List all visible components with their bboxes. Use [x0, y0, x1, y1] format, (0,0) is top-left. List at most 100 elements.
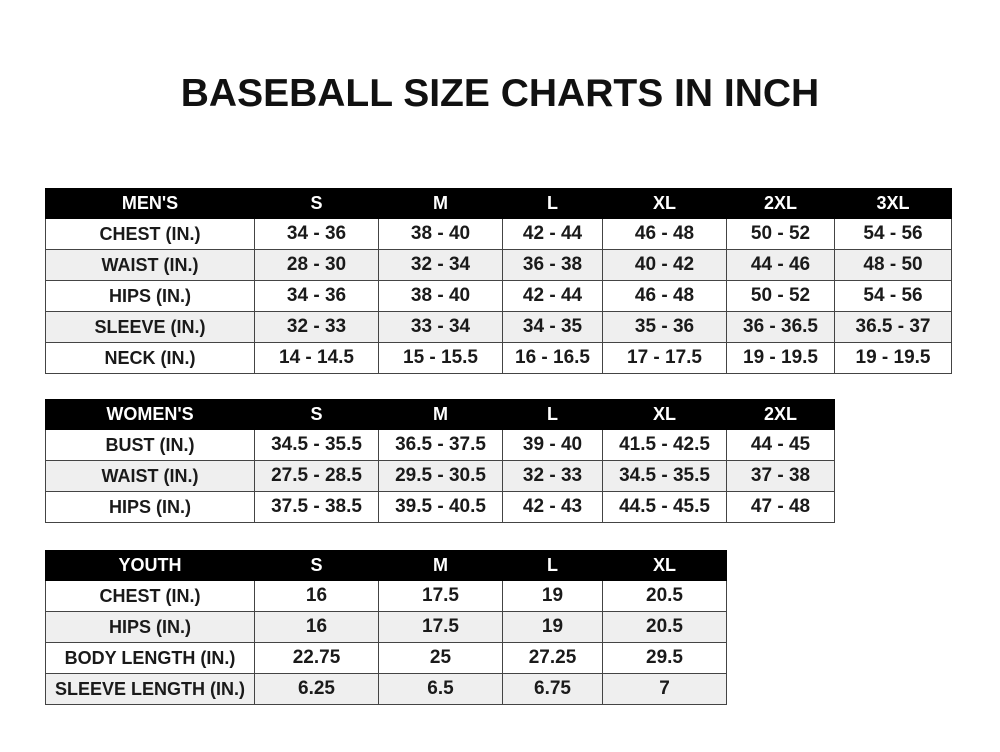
- size-value-cell: 32 - 33: [502, 460, 603, 492]
- size-value-cell: 22.75: [254, 642, 379, 674]
- table-row: HIPS (IN.) 34 - 36 38 - 40 42 - 44 46 - 48 50…: [45, 280, 952, 312]
- size-value-cell: 16: [254, 580, 379, 612]
- table-row: HIPS (IN.) 16 17.5 19 20.5: [45, 611, 727, 643]
- size-value-cell: 36 - 36.5: [726, 311, 835, 343]
- size-value-cell: 47 - 48: [726, 491, 835, 523]
- page-title: BASEBALL SIZE CHARTS IN INCH: [180, 72, 820, 115]
- size-column-header: L: [502, 550, 603, 581]
- table-category-header: YOUTH: [45, 550, 255, 581]
- size-value-cell: 34.5 - 35.5: [602, 460, 727, 492]
- size-value-cell: 41.5 - 42.5: [602, 429, 727, 461]
- size-value-cell: 44 - 46: [726, 249, 835, 281]
- size-value-cell: 42 - 44: [502, 218, 603, 250]
- size-value-cell: 14 - 14.5: [254, 342, 379, 374]
- size-value-cell: 17.5: [378, 580, 503, 612]
- measurement-label: CHEST (IN.): [45, 218, 255, 250]
- table-row: CHEST (IN.) 34 - 36 38 - 40 42 - 44 46 - 48 5…: [45, 218, 952, 250]
- size-value-cell: 29.5 - 30.5: [378, 460, 503, 492]
- size-value-cell: 38 - 40: [378, 280, 503, 312]
- size-value-cell: 19: [502, 580, 603, 612]
- measurement-label: SLEEVE (IN.): [45, 311, 255, 343]
- size-value-cell: 34 - 36: [254, 280, 379, 312]
- header-row: YOUTH S M L XL: [45, 550, 727, 581]
- size-value-cell: 36.5 - 37.5: [378, 429, 503, 461]
- size-column-header: S: [254, 550, 379, 581]
- size-value-cell: 54 - 56: [834, 280, 952, 312]
- youth-size-table: YOUTH S M L XL CHEST (IN.) 16 17.5 19 20.5 HIPS (I…: [45, 550, 727, 705]
- size-value-cell: 48 - 50: [834, 249, 952, 281]
- table-category-header: WOMEN'S: [45, 399, 255, 430]
- size-column-header: 3XL: [834, 188, 952, 219]
- measurement-label: HIPS (IN.): [45, 280, 255, 312]
- measurement-label: WAIST (IN.): [45, 249, 255, 281]
- size-value-cell: 6.5: [378, 673, 503, 705]
- table-row: WAIST (IN.) 28 - 30 32 - 34 36 - 38 40 - 42 4…: [45, 249, 952, 281]
- size-value-cell: 44 - 45: [726, 429, 835, 461]
- size-value-cell: 25: [378, 642, 503, 674]
- size-value-cell: 19: [502, 611, 603, 643]
- size-value-cell: 34 - 35: [502, 311, 603, 343]
- size-column-header: 2XL: [726, 399, 835, 430]
- size-value-cell: 19 - 19.5: [834, 342, 952, 374]
- header-row: MEN'S S M L XL 2XL 3XL: [45, 188, 952, 219]
- size-value-cell: 34.5 - 35.5: [254, 429, 379, 461]
- size-value-cell: 39.5 - 40.5: [378, 491, 503, 523]
- size-column-header: 2XL: [726, 188, 835, 219]
- size-value-cell: 42 - 43: [502, 491, 603, 523]
- measurement-label: SLEEVE LENGTH (IN.): [45, 673, 255, 705]
- size-column-header: XL: [602, 399, 727, 430]
- size-value-cell: 37.5 - 38.5: [254, 491, 379, 523]
- size-value-cell: 39 - 40: [502, 429, 603, 461]
- table-category-header: MEN'S: [45, 188, 255, 219]
- measurement-label: BODY LENGTH (IN.): [45, 642, 255, 674]
- size-column-header: M: [378, 188, 503, 219]
- size-value-cell: 6.25: [254, 673, 379, 705]
- size-value-cell: 15 - 15.5: [378, 342, 503, 374]
- size-value-cell: 27.25: [502, 642, 603, 674]
- size-value-cell: 27.5 - 28.5: [254, 460, 379, 492]
- table-row: BODY LENGTH (IN.) 22.75 25 27.25 29.5: [45, 642, 727, 674]
- size-value-cell: 32 - 33: [254, 311, 379, 343]
- size-value-cell: 32 - 34: [378, 249, 503, 281]
- size-value-cell: 37 - 38: [726, 460, 835, 492]
- size-value-cell: 28 - 30: [254, 249, 379, 281]
- measurement-label: NECK (IN.): [45, 342, 255, 374]
- size-value-cell: 17.5: [378, 611, 503, 643]
- measurement-label: WAIST (IN.): [45, 460, 255, 492]
- size-value-cell: 40 - 42: [602, 249, 727, 281]
- size-value-cell: 50 - 52: [726, 218, 835, 250]
- table-row: CHEST (IN.) 16 17.5 19 20.5: [45, 580, 727, 612]
- table-row: NECK (IN.) 14 - 14.5 15 - 15.5 16 - 16.5 17 …: [45, 342, 952, 374]
- size-value-cell: 7: [602, 673, 727, 705]
- size-value-cell: 20.5: [602, 580, 727, 612]
- size-value-cell: 29.5: [602, 642, 727, 674]
- header-row: WOMEN'S S M L XL 2XL: [45, 399, 835, 430]
- table-row: SLEEVE LENGTH (IN.) 6.25 6.5 6.75 7: [45, 673, 727, 705]
- size-value-cell: 19 - 19.5: [726, 342, 835, 374]
- size-value-cell: 54 - 56: [834, 218, 952, 250]
- size-value-cell: 36 - 38: [502, 249, 603, 281]
- size-column-header: L: [502, 399, 603, 430]
- measurement-label: BUST (IN.): [45, 429, 255, 461]
- size-value-cell: 17 - 17.5: [602, 342, 727, 374]
- mens-size-table: MEN'S S M L XL 2XL 3XL CHEST (IN.) 34 - 36 38 - 4…: [45, 188, 952, 374]
- size-column-header: XL: [602, 188, 727, 219]
- size-value-cell: 34 - 36: [254, 218, 379, 250]
- table-row: HIPS (IN.) 37.5 - 38.5 39.5 - 40.5 42 - 43 4…: [45, 491, 835, 523]
- table-row: WAIST (IN.) 27.5 - 28.5 29.5 - 30.5 32 - 33…: [45, 460, 835, 492]
- size-column-header: M: [378, 550, 503, 581]
- size-value-cell: 20.5: [602, 611, 727, 643]
- size-value-cell: 16: [254, 611, 379, 643]
- size-column-header: M: [378, 399, 503, 430]
- size-value-cell: 6.75: [502, 673, 603, 705]
- size-value-cell: 38 - 40: [378, 218, 503, 250]
- size-value-cell: 33 - 34: [378, 311, 503, 343]
- size-value-cell: 46 - 48: [602, 280, 727, 312]
- measurement-label: HIPS (IN.): [45, 491, 255, 523]
- size-value-cell: 16 - 16.5: [502, 342, 603, 374]
- size-value-cell: 42 - 44: [502, 280, 603, 312]
- size-value-cell: 36.5 - 37: [834, 311, 952, 343]
- size-column-header: S: [254, 188, 379, 219]
- size-value-cell: 46 - 48: [602, 218, 727, 250]
- size-value-cell: 35 - 36: [602, 311, 727, 343]
